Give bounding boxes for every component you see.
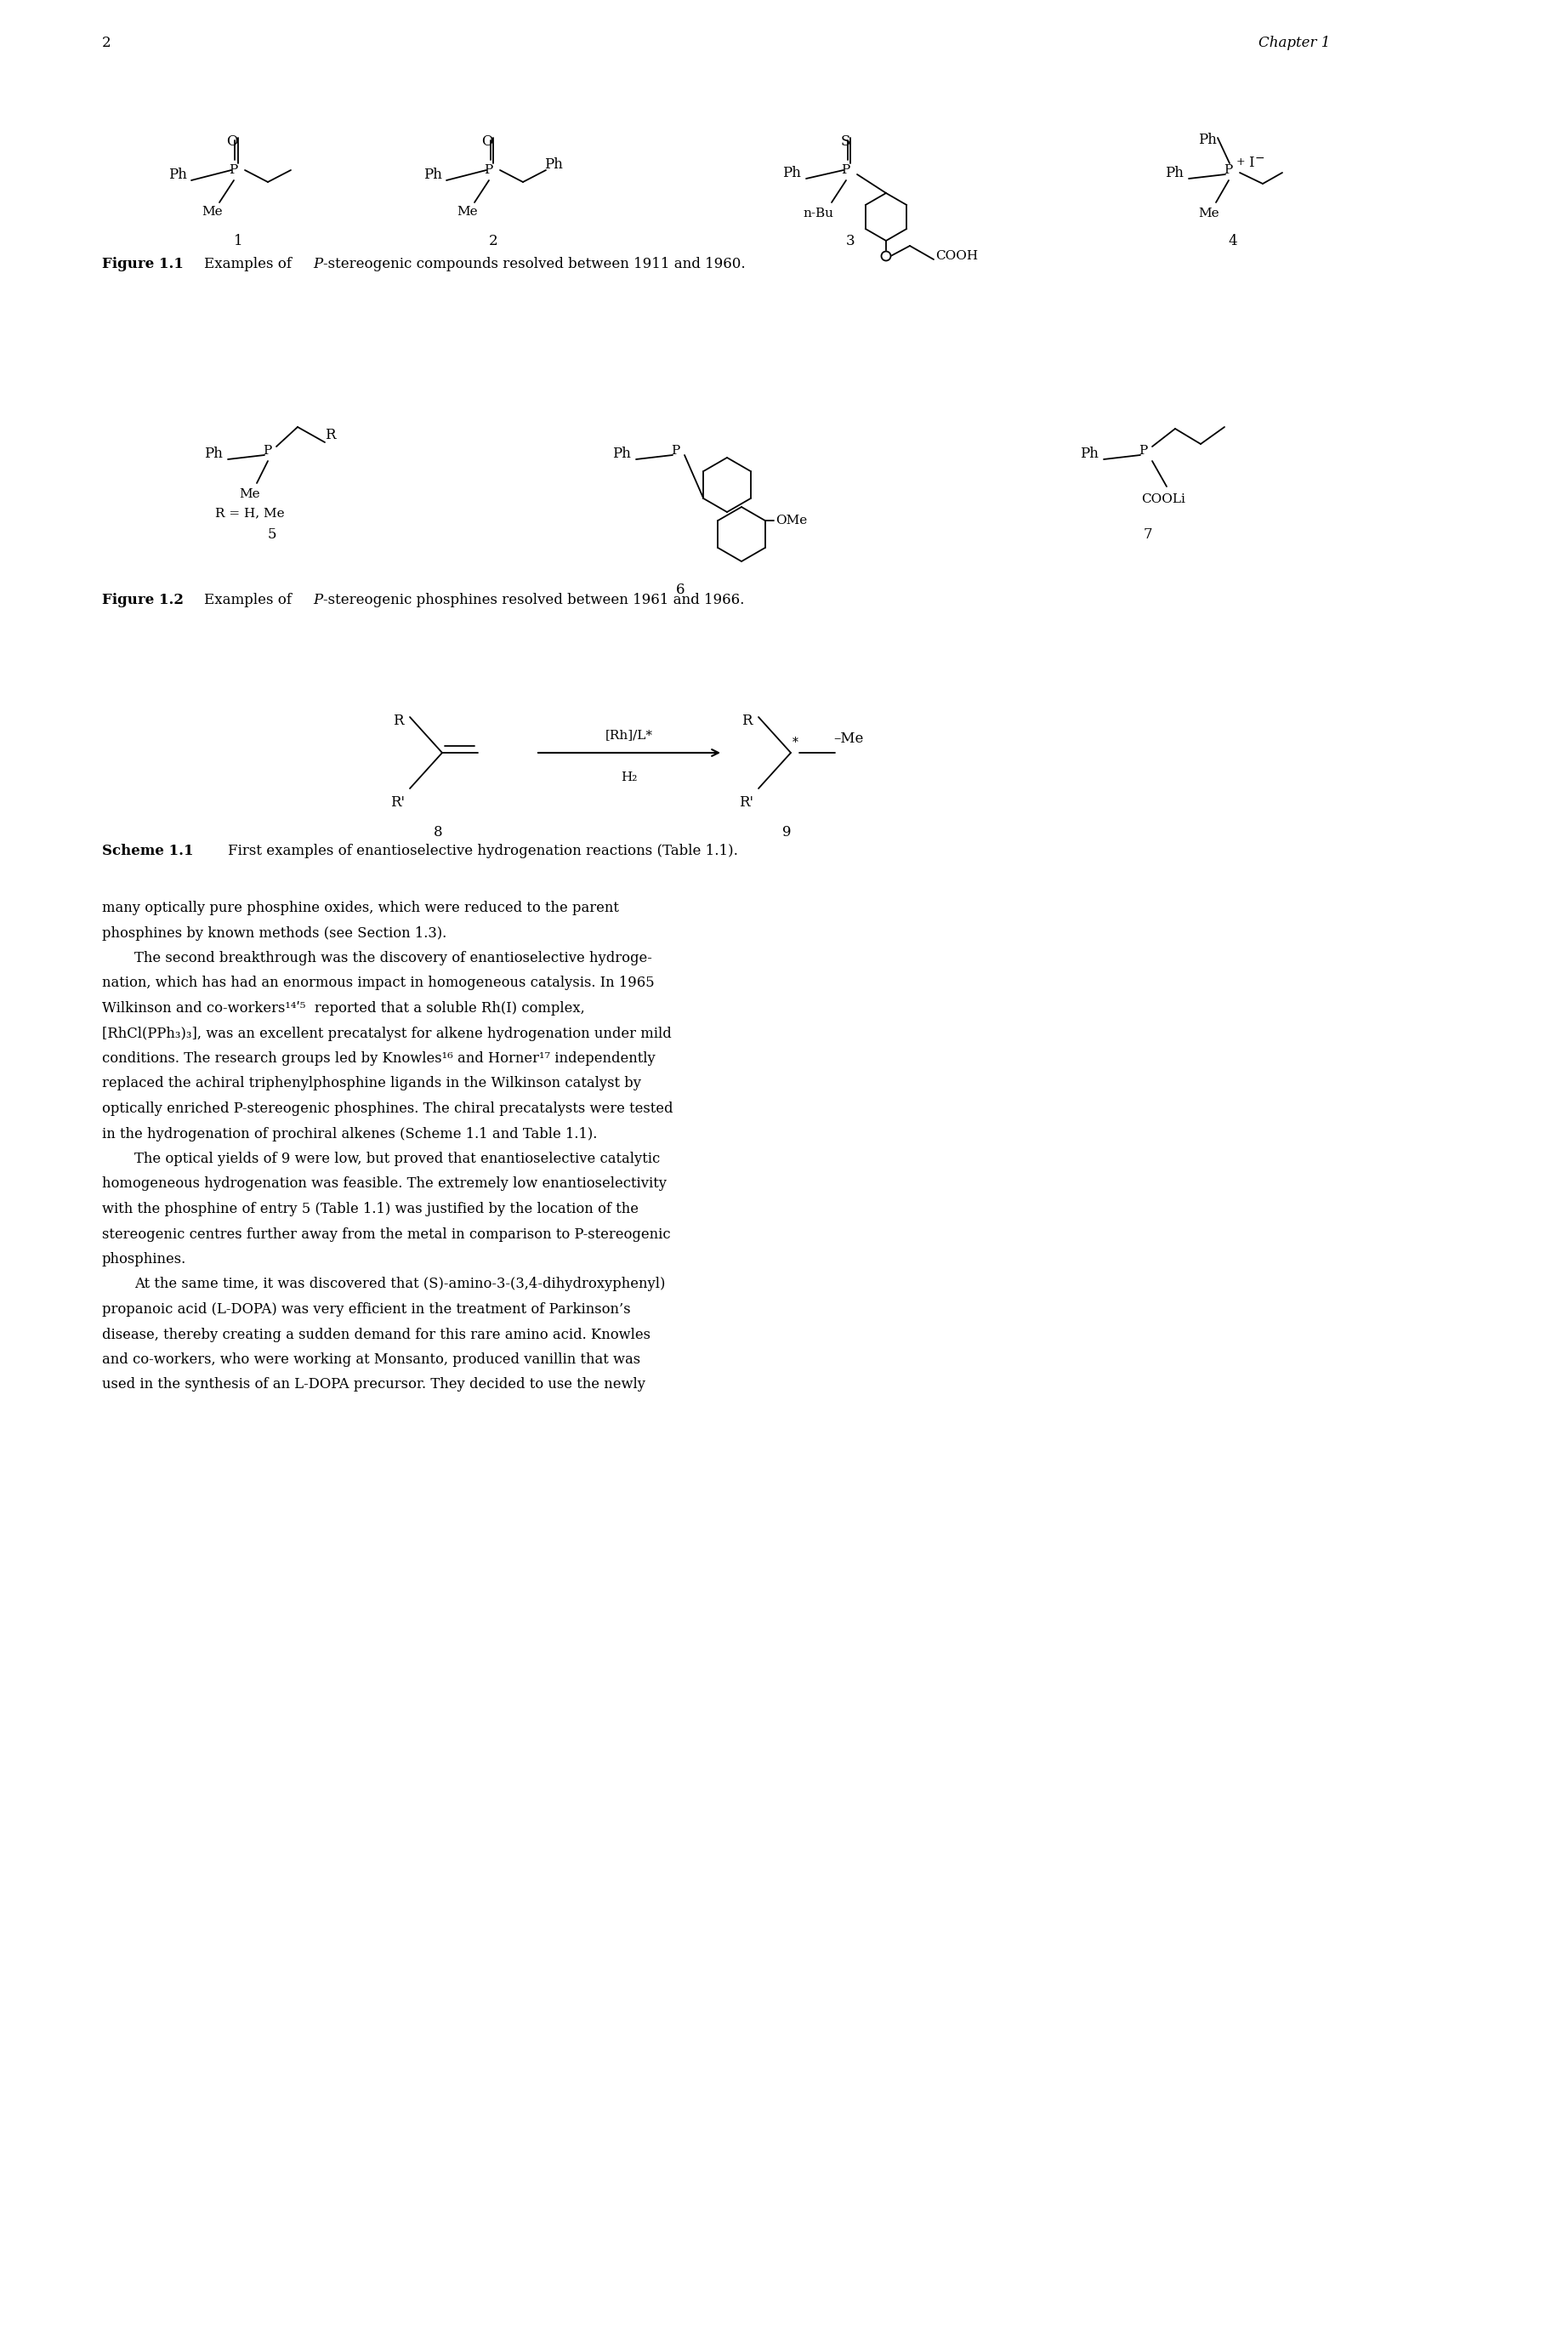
Text: [Rh]/L*: [Rh]/L* <box>605 729 652 741</box>
Text: Figure 1.1: Figure 1.1 <box>102 256 183 270</box>
Text: R': R' <box>390 795 405 809</box>
Text: 2: 2 <box>102 35 111 49</box>
Text: n-Bu: n-Bu <box>803 207 833 219</box>
Text: −: − <box>1254 153 1265 165</box>
Text: *: * <box>792 736 798 748</box>
Text: Chapter 1: Chapter 1 <box>1259 35 1330 49</box>
Text: P: P <box>314 592 323 607</box>
Text: Ph: Ph <box>423 167 442 181</box>
Text: O: O <box>481 134 492 148</box>
Text: replaced the achiral triphenylphosphine ligands in the Wilkinson catalyst by: replaced the achiral triphenylphosphine … <box>102 1077 641 1091</box>
Text: 8: 8 <box>433 825 442 839</box>
Text: P: P <box>485 165 492 176</box>
Text: O: O <box>226 134 238 148</box>
Text: H₂: H₂ <box>621 771 638 783</box>
Text: Figure 1.2: Figure 1.2 <box>102 592 183 607</box>
Text: R: R <box>742 715 753 729</box>
Text: P: P <box>671 444 679 456</box>
Text: The second breakthrough was the discovery of enantioselective hydroge-: The second breakthrough was the discover… <box>135 950 652 966</box>
Text: 1: 1 <box>234 233 243 249</box>
Text: Examples of: Examples of <box>204 256 296 270</box>
Text: I: I <box>1248 155 1254 169</box>
Text: COOH: COOH <box>936 249 978 261</box>
Circle shape <box>881 252 891 261</box>
Text: optically enriched P-stereogenic phosphines. The chiral precatalysts were tested: optically enriched P-stereogenic phosphi… <box>102 1103 673 1117</box>
Text: 5: 5 <box>268 527 276 541</box>
Text: Me: Me <box>202 207 223 219</box>
Text: P: P <box>1138 444 1148 456</box>
Text: Ph: Ph <box>1165 167 1184 181</box>
Text: nation, which has had an enormous impact in homogeneous catalysis. In 1965: nation, which has had an enormous impact… <box>102 976 654 990</box>
Text: homogeneous hydrogenation was feasible. The extremely low enantioselectivity: homogeneous hydrogenation was feasible. … <box>102 1178 666 1192</box>
Text: R: R <box>392 715 403 729</box>
Text: +: + <box>1237 158 1245 167</box>
Text: disease, thereby creating a sudden demand for this rare amino acid. Knowles: disease, thereby creating a sudden deman… <box>102 1328 651 1342</box>
Text: Ph: Ph <box>168 167 187 181</box>
Text: First examples of enantioselective hydrogenation reactions (Table 1.1).: First examples of enantioselective hydro… <box>227 844 739 858</box>
Text: Ph: Ph <box>612 447 630 461</box>
Text: At the same time, it was discovered that (S)-amino-3-(3,4-dihydroxyphenyl): At the same time, it was discovered that… <box>135 1277 665 1291</box>
Text: 3: 3 <box>845 233 855 249</box>
Text: many optically pure phosphine oxides, which were reduced to the parent: many optically pure phosphine oxides, wh… <box>102 900 619 915</box>
Text: R = H, Me: R = H, Me <box>215 508 285 520</box>
Text: P: P <box>263 444 271 456</box>
Text: COOLi: COOLi <box>1142 494 1185 505</box>
Text: conditions. The research groups led by Knowles¹⁶ and Horner¹⁷ independently: conditions. The research groups led by K… <box>102 1051 655 1065</box>
Text: in the hydrogenation of prochiral alkenes (Scheme 1.1 and Table 1.1).: in the hydrogenation of prochiral alkene… <box>102 1126 597 1140</box>
Text: Ph: Ph <box>1080 447 1099 461</box>
Text: P: P <box>840 165 850 176</box>
Text: R: R <box>325 428 336 442</box>
Text: Ph: Ph <box>204 447 223 461</box>
Text: -stereogenic compounds resolved between 1911 and 1960.: -stereogenic compounds resolved between … <box>323 256 745 270</box>
Text: used in the synthesis of an L-DOPA precursor. They decided to use the newly: used in the synthesis of an L-DOPA precu… <box>102 1378 646 1392</box>
Text: phosphines.: phosphines. <box>102 1253 187 1267</box>
Text: with the phosphine of entry 5 (Table 1.1) was justified by the location of the: with the phosphine of entry 5 (Table 1.1… <box>102 1201 638 1215</box>
Text: Ph: Ph <box>1198 132 1217 148</box>
Text: 4: 4 <box>1228 233 1237 249</box>
Text: 9: 9 <box>782 825 790 839</box>
Text: -stereogenic phosphines resolved between 1961 and 1966.: -stereogenic phosphines resolved between… <box>323 592 745 607</box>
Text: –Me: –Me <box>833 731 864 745</box>
Text: Examples of: Examples of <box>204 592 296 607</box>
Text: P: P <box>1223 165 1232 176</box>
Text: Me: Me <box>458 207 478 219</box>
Text: Scheme 1.1: Scheme 1.1 <box>102 844 193 858</box>
Text: and co-workers, who were working at Monsanto, produced vanillin that was: and co-workers, who were working at Mons… <box>102 1352 640 1366</box>
Text: phosphines by known methods (see Section 1.3).: phosphines by known methods (see Section… <box>102 926 447 940</box>
Text: stereogenic centres further away from the metal in comparison to P-stereogenic: stereogenic centres further away from th… <box>102 1227 671 1241</box>
Text: Wilkinson and co-workers¹⁴ʹ⁵  reported that a soluble Rh(I) complex,: Wilkinson and co-workers¹⁴ʹ⁵ reported th… <box>102 1002 585 1016</box>
Text: Me: Me <box>240 489 260 501</box>
Text: 7: 7 <box>1143 527 1152 541</box>
Text: R': R' <box>740 795 754 809</box>
Text: P: P <box>314 256 323 270</box>
Text: S: S <box>840 134 850 148</box>
Text: P: P <box>229 165 237 176</box>
Text: 6: 6 <box>676 583 685 597</box>
Text: [RhCl(PPh₃)₃], was an excellent precatalyst for alkene hydrogenation under mild: [RhCl(PPh₃)₃], was an excellent precatal… <box>102 1027 671 1041</box>
Text: Ph: Ph <box>782 167 801 181</box>
Text: 2: 2 <box>489 233 497 249</box>
Text: Me: Me <box>1198 207 1220 219</box>
Text: propanoic acid (L-DOPA) was very efficient in the treatment of Parkinson’s: propanoic acid (L-DOPA) was very efficie… <box>102 1302 630 1317</box>
Text: The optical yields of 9 were low, but proved that enantioselective catalytic: The optical yields of 9 were low, but pr… <box>135 1152 660 1166</box>
Text: OMe: OMe <box>775 515 808 527</box>
Text: Ph: Ph <box>544 158 563 172</box>
